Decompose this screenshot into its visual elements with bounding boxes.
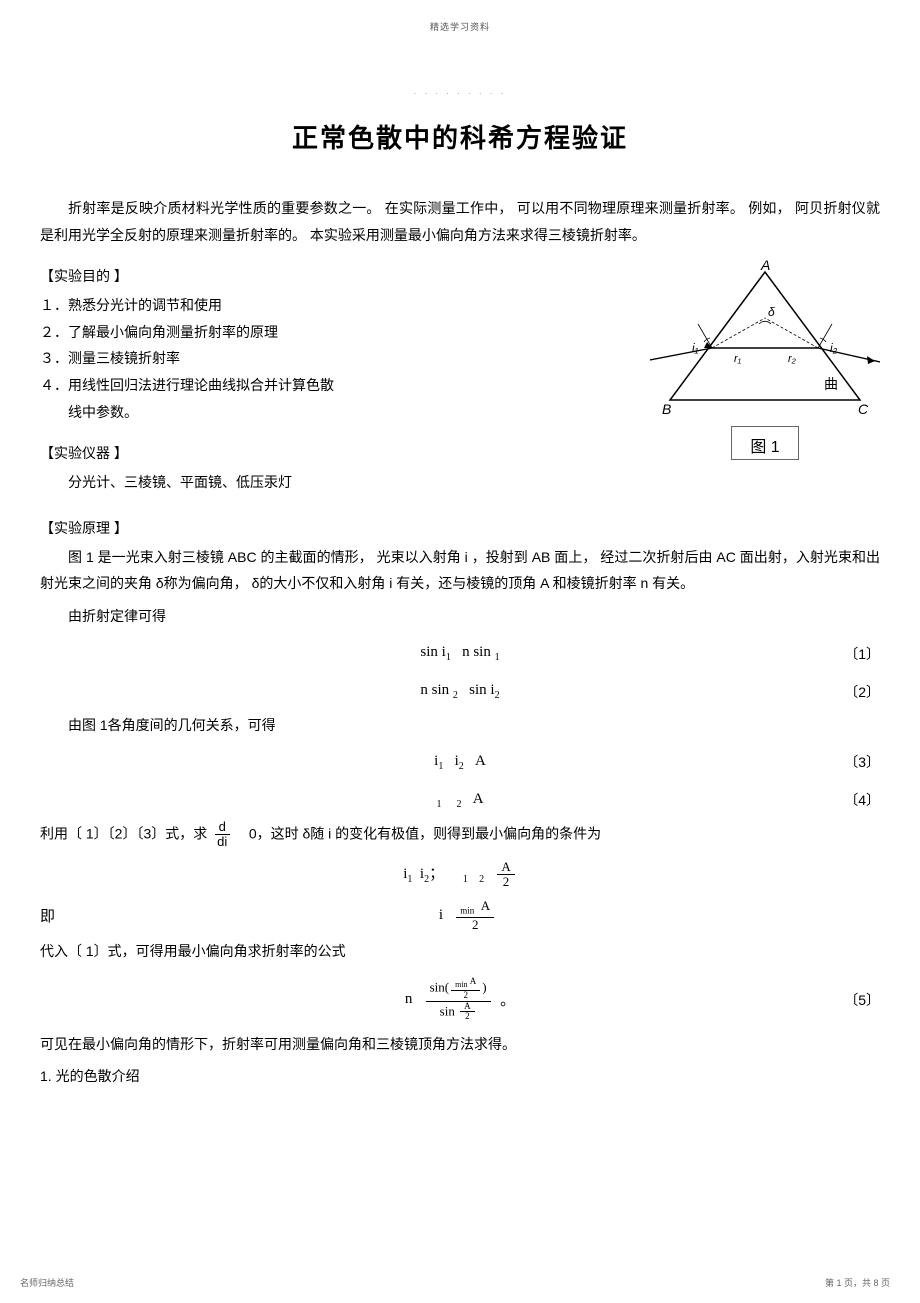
footer-left: 名师归纳总结 [20,1276,74,1289]
geom-text: 由图 1各角度间的几何关系，可得 [40,712,880,739]
equation-4: 1 2 A 〔4〕 [40,786,880,814]
eq-num-5: 〔5〕 [844,990,880,1010]
ji-label: 即 [40,905,55,926]
figure-caption: 图 1 [750,439,779,456]
condition-equation: i1 i2； 1 2 A2 [40,860,880,890]
sub-text: 代入〔 1〕式，可得用最小偏向角求折射率的公式 [40,938,880,965]
label-r1: r₁ [734,353,742,365]
header-small-text: 精选学习资料 [40,20,880,33]
label-delta: δ [768,305,775,319]
principle-p2: 由折射定律可得 [40,603,880,630]
eq-num-4: 〔4〕 [844,790,880,810]
frac-den: di [213,835,231,849]
use-text: 利用〔 1〕〔2〕〔3〕式，求 d di 0，这时 δ随 i 的变化有极值，则得… [40,820,880,850]
figure-1: A B C i₁ i₂ r₁ r₂ δ 图 1 [650,260,880,460]
label-A: A [760,260,770,273]
apparatus-text: 分光计、三棱镜、平面镜、低压汞灯 [68,469,880,496]
label-C: C [858,401,869,417]
eq-num-2: 〔2〕 [844,682,880,702]
label-B: B [662,401,671,417]
eq-num-3: 〔3〕 [844,752,880,772]
eq-num-1: 〔1〕 [844,644,880,664]
equation-1: sin i1 n sin 1 〔1〕 [40,640,880,668]
equation-3: i1 i2 A 〔3〕 [40,748,880,776]
use-text-a: 利用〔 1〕〔2〕〔3〕式，求 [40,826,207,842]
label-r2: r₂ [788,353,797,365]
purpose-item-4: ４．用线性回归法进行理论曲线拟合并计算色散 [40,372,880,399]
label-i2: i₂ [830,341,838,355]
equation-5: n sin(min A2) sin A2 。 〔5〕 [40,975,880,1025]
figure-caption-box: 图 1 [731,426,798,460]
hanging-char: 曲 [824,374,838,394]
page-title: 正常色散中的科希方程验证 [40,118,880,155]
frac-num: d [215,820,230,835]
intro-paragraph: 折射率是反映介质材料光学性质的重要参数之一。 在实际测量工作中， 可以用不同物理… [40,195,880,248]
use-text-b: 0，这时 δ随 i 的变化有极值，则得到最小偏向角的条件为 [249,826,601,842]
principle-p1: 图 1 是一光束入射三棱镜 ABC 的主截面的情形， 光束以入射角 i ，投射到… [40,544,880,597]
footer-right: 第 1 页，共 8 页 [825,1276,890,1289]
frac-ddelta-di: d di [213,820,231,850]
label-i1: i₁ [692,341,699,355]
principle-head: 【实验原理 】 [40,518,880,538]
topic-1: 1. 光的色散介绍 [40,1063,880,1090]
header-dots: · · · · · · · · · [40,89,880,98]
ji-equation: 即 i min A 2 [40,899,880,932]
final-text: 可见在最小偏向角的情形下，折射率可用测量偏向角和三棱镜顶角方法求得。 [40,1031,880,1058]
equation-2: n sin 2 sin i2 〔2〕 [40,678,880,706]
